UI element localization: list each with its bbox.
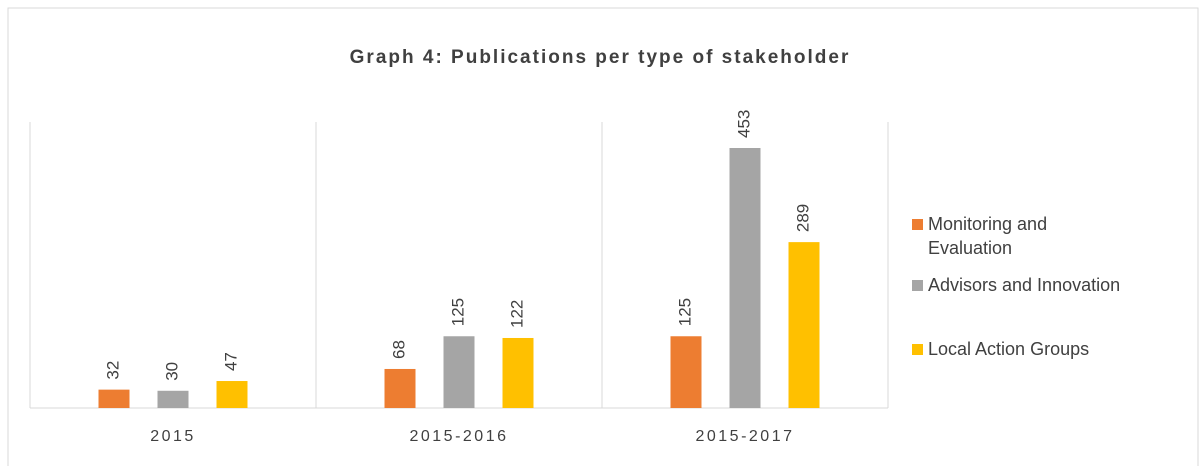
legend-label: Local Action Groups	[928, 339, 1090, 359]
bar	[729, 148, 761, 408]
bar	[502, 337, 534, 408]
bar	[216, 381, 248, 408]
x-tick-label: 2015-2016	[409, 428, 508, 445]
data-label: 125	[675, 298, 694, 326]
data-label: 453	[734, 110, 753, 138]
data-label: 30	[162, 362, 181, 381]
data-label: 122	[507, 300, 526, 328]
data-label: 32	[103, 361, 122, 380]
legend-item: Monitoring and Evaluation	[912, 212, 1117, 260]
x-tick-label: 2015	[150, 428, 196, 445]
legend-item: Advisors and Innovation	[912, 273, 1162, 297]
legend-item: Local Action Groups	[912, 337, 1162, 361]
bar	[98, 389, 130, 408]
bar	[443, 336, 475, 408]
bar	[670, 336, 702, 408]
legend-label: Advisors and Innovation	[928, 275, 1121, 295]
bar	[157, 390, 189, 408]
bar	[384, 368, 416, 408]
legend-swatch	[912, 344, 923, 355]
data-label: 125	[448, 298, 467, 326]
legend-label: Monitoring and Evaluation	[928, 214, 1048, 258]
chart-title: Graph 4: Publications per type of stakeh…	[350, 47, 851, 68]
bar	[788, 242, 820, 408]
x-tick-label: 2015-2017	[695, 428, 794, 445]
data-label: 68	[389, 340, 408, 359]
chart-frame	[7, 7, 1199, 466]
legend-swatch	[912, 219, 923, 230]
data-label: 289	[793, 204, 812, 232]
legend-swatch	[912, 280, 923, 291]
data-label: 47	[221, 352, 240, 371]
